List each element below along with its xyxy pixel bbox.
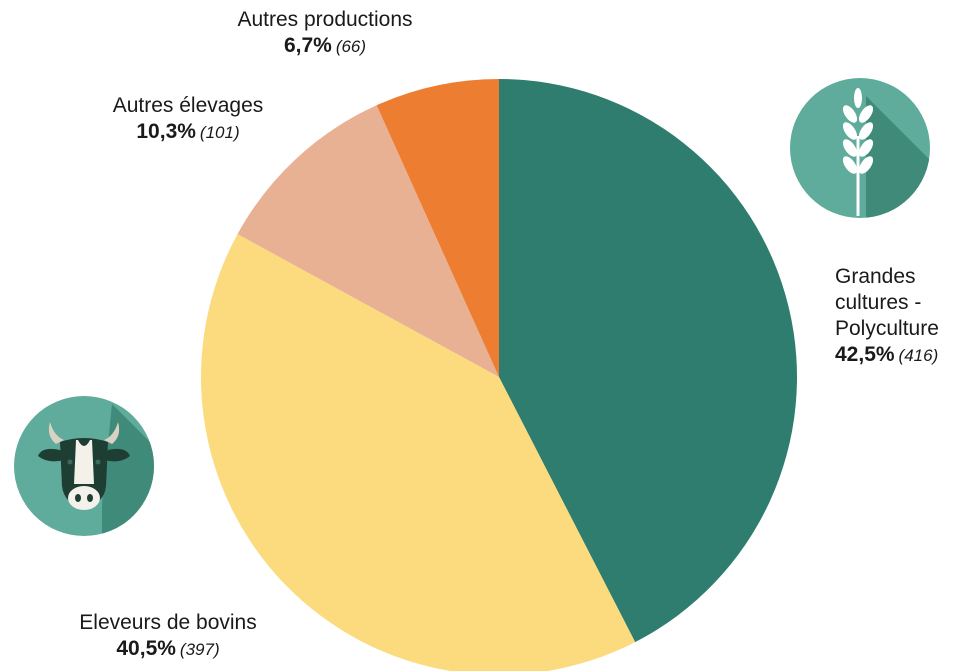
slice-percent: 6,7% — [283, 34, 332, 57]
slice-count: (66) — [335, 37, 367, 56]
slice-count: (416) — [898, 346, 939, 365]
slice-name-line: Autres productions — [237, 8, 413, 31]
slice-name-line: Autres élevages — [112, 94, 264, 117]
slice-value-line: 6,7% (66) — [284, 34, 366, 57]
slice-autres-elevages — [237, 105, 499, 378]
slice-grandes-cultures — [499, 79, 797, 643]
slice-label-autres-elevages: Autres élevages 10,3% (101) — [88, 93, 288, 146]
slice-value-line: 42,5% (416) — [835, 343, 938, 366]
slice-percent: 40,5% — [116, 637, 176, 660]
cow-icon — [14, 396, 154, 536]
slice-autres-productions — [376, 79, 499, 377]
slice-percent: 10,3% — [136, 120, 196, 143]
slice-count: (397) — [179, 640, 220, 659]
slice-name-line: Polyculture — [835, 317, 939, 340]
slice-value-line: 40,5% (397) — [116, 637, 219, 660]
slice-percent: 42,5% — [835, 343, 895, 366]
slice-value-line: 10,3% (101) — [136, 120, 239, 143]
slice-name-line: cultures - — [835, 291, 922, 314]
slice-label-grandes-cultures: Grandes cultures - Polyculture 42,5% (416… — [835, 264, 966, 369]
slice-bovins — [201, 234, 636, 671]
slice-label-bovins: Eleveurs de bovins 40,5% (397) — [48, 610, 288, 663]
slice-name-line: Grandes — [835, 265, 916, 288]
slice-label-autres-productions: Autres productions 6,7% (66) — [210, 7, 440, 60]
slice-name-line: Eleveurs de bovins — [79, 611, 257, 634]
slice-count: (101) — [199, 123, 240, 142]
wheat-icon — [790, 78, 930, 218]
